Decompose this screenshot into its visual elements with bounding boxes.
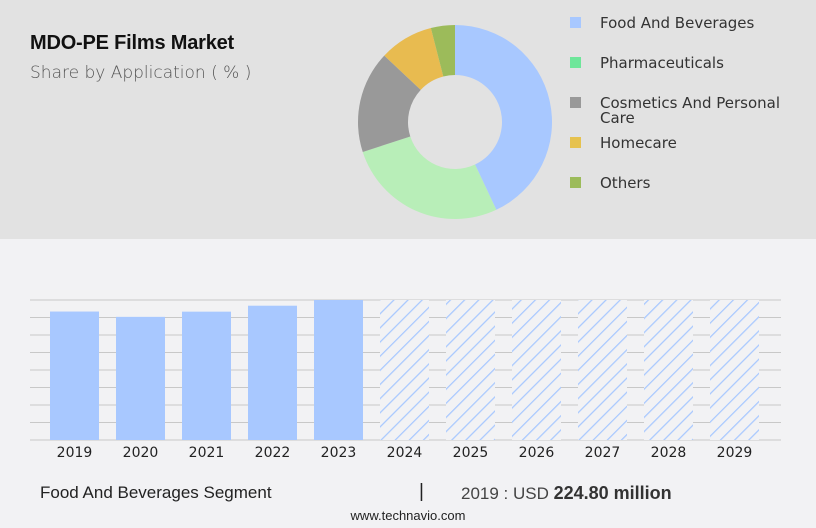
legend-label: Others bbox=[600, 174, 651, 192]
forecast-bar-2026 bbox=[512, 300, 561, 440]
donut-slice-cosmetics-and-personal-care bbox=[358, 55, 421, 152]
bar-chart bbox=[30, 299, 781, 441]
x-tick-2023: 2023 bbox=[320, 445, 357, 461]
forecast-bar-2028 bbox=[644, 300, 693, 440]
forecast-bar-2024 bbox=[380, 300, 429, 440]
x-tick-2029: 2029 bbox=[716, 445, 753, 461]
x-tick-2025: 2025 bbox=[452, 445, 489, 461]
x-tick-2022: 2022 bbox=[254, 445, 291, 461]
legend-label: Pharmaceuticals bbox=[600, 54, 724, 72]
legend-label: Cosmetics And Personal Care bbox=[600, 94, 781, 127]
page-subtitle: Share by Application ( % ) bbox=[30, 63, 252, 83]
forecast-bar-2027 bbox=[578, 300, 627, 440]
value-prefix: 2019 : USD bbox=[461, 484, 554, 503]
source-url: www.technavio.com bbox=[350, 508, 466, 523]
donut-slice-others bbox=[430, 25, 455, 77]
x-tick-2027: 2027 bbox=[584, 445, 621, 461]
footer-separator: | bbox=[419, 481, 424, 502]
donut-slice-pharmaceuticals bbox=[362, 136, 497, 219]
forecast-bar-2025 bbox=[446, 300, 495, 440]
legend-swatch bbox=[570, 17, 581, 28]
bar-2022 bbox=[248, 305, 297, 440]
donut-chart bbox=[358, 25, 552, 219]
legend-swatch bbox=[570, 57, 581, 68]
legend-label: Homecare bbox=[600, 134, 677, 152]
segment-value: 2019 : USD 224.80 million bbox=[461, 483, 672, 504]
x-tick-2028: 2028 bbox=[650, 445, 687, 461]
bar-2023 bbox=[314, 300, 363, 440]
x-tick-2021: 2021 bbox=[188, 445, 225, 461]
x-tick-2026: 2026 bbox=[518, 445, 555, 461]
x-tick-2020: 2020 bbox=[122, 445, 159, 461]
legend-label: Food And Beverages bbox=[600, 14, 755, 32]
legend-swatch bbox=[570, 97, 581, 108]
bar-2020 bbox=[116, 316, 165, 440]
value-amount: 224.80 million bbox=[553, 483, 672, 503]
donut-slice-homecare bbox=[384, 28, 444, 90]
forecast-bar-2029 bbox=[710, 300, 759, 440]
x-tick-2019: 2019 bbox=[56, 445, 93, 461]
page-title: MDO-PE Films Market bbox=[30, 32, 235, 54]
x-tick-2024: 2024 bbox=[386, 445, 423, 461]
bar-2019 bbox=[50, 311, 99, 440]
legend-swatch bbox=[570, 177, 581, 188]
legend-swatch bbox=[570, 137, 581, 148]
bar-2021 bbox=[182, 311, 231, 440]
segment-label: Food And Beverages Segment bbox=[40, 483, 272, 502]
donut-slice-food-and-beverages bbox=[455, 25, 552, 210]
